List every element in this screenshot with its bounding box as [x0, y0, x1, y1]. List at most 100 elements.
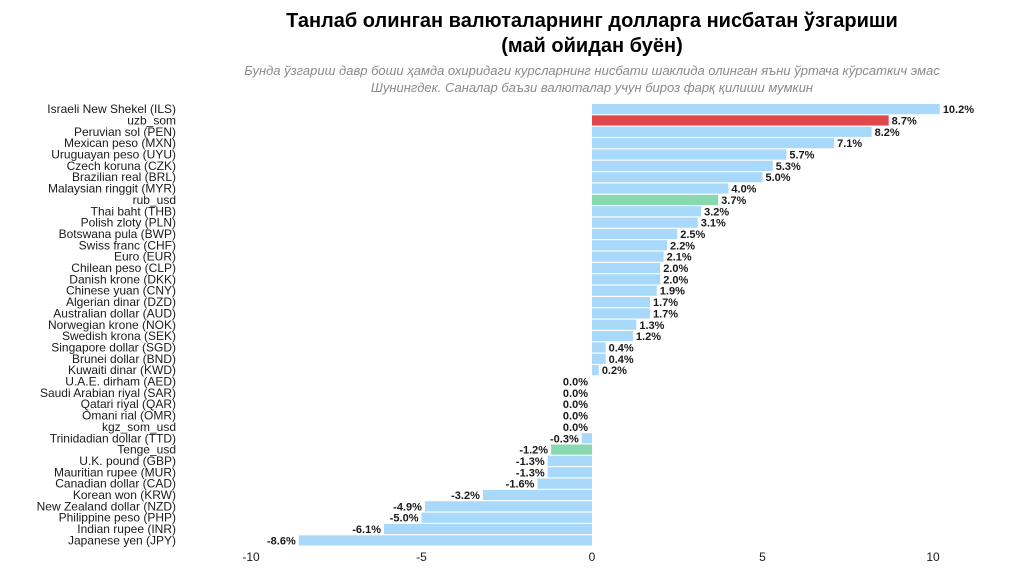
- category-label: Chilean peso (CLP): [71, 261, 176, 275]
- plot-area: Israeli New Shekel (ILS) 10.2% uzb_som 8.7%…: [37, 102, 975, 564]
- category-label: Trinidadian dollar (TTD): [50, 431, 176, 445]
- category-label: Japanese yen (JPY): [68, 533, 176, 547]
- value-label: 5.3%: [776, 161, 801, 173]
- x-tick-label: 5: [759, 550, 766, 564]
- category-label: Danish krone (DKK): [69, 272, 176, 286]
- bar: [592, 308, 650, 319]
- bar: [551, 444, 592, 455]
- bar: [581, 433, 592, 444]
- bar: [592, 160, 773, 171]
- bar: [421, 512, 592, 523]
- value-label: 1.3%: [639, 320, 664, 332]
- chart-title-line-1: Танлаб олинган валюталарнинг долларга ни…: [286, 10, 898, 32]
- bar: [547, 455, 592, 467]
- bar: [592, 172, 763, 183]
- value-label: 10.2%: [943, 104, 974, 116]
- category-label: Malaysian ringgit (MYR): [48, 182, 176, 196]
- value-label: 1.7%: [653, 297, 678, 309]
- category-label: Algerian dinar (DZD): [66, 295, 176, 309]
- x-tick-label: -10: [242, 550, 260, 564]
- category-label: Brazilian real (BRL): [72, 170, 176, 184]
- category-label: Tenge_usd: [117, 443, 176, 457]
- bar: [592, 149, 787, 160]
- bar: [592, 342, 606, 353]
- category-label: rub_usd: [133, 193, 176, 207]
- category-label: Brunei dollar (BND): [72, 352, 176, 366]
- bar: [592, 353, 606, 364]
- bar: [592, 206, 702, 217]
- value-label: 2.2%: [670, 240, 695, 252]
- bar: [592, 285, 657, 296]
- value-label: 0.0%: [563, 388, 588, 400]
- category-label: Swedish krona (SEK): [62, 329, 176, 343]
- x-tick-label: 0: [589, 550, 596, 564]
- value-label: 4.0%: [731, 184, 756, 196]
- category-label: U.K. pound (GBP): [79, 454, 176, 468]
- value-label: 2.0%: [663, 274, 688, 286]
- value-label: -1.3%: [516, 467, 545, 479]
- bar: [537, 478, 592, 489]
- bar: [592, 115, 889, 126]
- bar: [424, 501, 592, 512]
- bar: [592, 331, 633, 342]
- x-tick-label: 10: [926, 550, 940, 564]
- value-label: 1.9%: [660, 286, 685, 298]
- category-label: Mauritian rupee (MUR): [54, 465, 176, 479]
- value-label: 5.7%: [789, 150, 814, 162]
- category-label: Philippine peso (PHP): [59, 511, 176, 525]
- category-label: Czech koruna (CZK): [67, 159, 176, 173]
- category-label: Botswana pula (BWP): [59, 227, 176, 241]
- category-label: Uruguayan peso (UYU): [51, 148, 176, 162]
- category-label: Saudi Arabian riyal (SAR): [40, 386, 176, 400]
- value-label: -6.1%: [352, 524, 381, 536]
- bar: [592, 365, 599, 376]
- category-label: New Zealand dollar (NZD): [37, 499, 176, 513]
- category-label: kgz_som_usd: [102, 420, 176, 434]
- bar: [592, 228, 678, 240]
- value-label: 8.2%: [875, 127, 900, 139]
- bar: [592, 138, 835, 149]
- category-label: Peruvian sol (PEN): [74, 125, 176, 139]
- value-label: 0.0%: [563, 399, 588, 411]
- bar: [592, 194, 719, 205]
- category-label: Chinese yuan (CNY): [66, 284, 176, 298]
- category-label: Singapore dollar (SGD): [51, 340, 176, 354]
- bar: [592, 251, 664, 262]
- value-label: 2.1%: [667, 252, 692, 264]
- value-label: 3.2%: [704, 206, 729, 218]
- value-label: -1.2%: [519, 445, 548, 457]
- chart-title-line-2: (май ойидан буён): [501, 35, 683, 57]
- bar: [592, 262, 661, 274]
- value-label: 0.0%: [563, 422, 588, 434]
- x-tick-label: -5: [416, 550, 427, 564]
- category-label: Israeli New Shekel (ILS): [47, 102, 176, 116]
- value-label: 0.2%: [602, 365, 627, 377]
- category-label: U.A.E. dirham (AED): [65, 375, 176, 389]
- value-label: -3.2%: [451, 490, 480, 502]
- value-label: 1.2%: [636, 331, 661, 343]
- bar: [383, 523, 592, 535]
- value-label: 8.7%: [892, 115, 917, 127]
- category-label: Canadian dollar (CAD): [55, 477, 176, 491]
- value-label: -4.9%: [393, 501, 422, 513]
- bar: [298, 535, 592, 546]
- category-label: Thai baht (THB): [91, 204, 176, 218]
- bar: [592, 240, 668, 251]
- chart-subtitle-line-2: Шунингдек. Саналар баъзи валюталар учун …: [371, 80, 813, 95]
- value-label: -8.6%: [267, 535, 296, 547]
- bar: [482, 489, 592, 501]
- bar: [592, 319, 637, 330]
- value-label: 5.0%: [766, 172, 791, 184]
- category-label: Swiss franc (CHF): [79, 238, 176, 252]
- category-label: Korean won (KRW): [73, 488, 176, 502]
- category-label: Kuwaiti dinar (KWD): [68, 363, 176, 377]
- category-label: Norwegian krone (NOK): [48, 318, 176, 332]
- value-label: -1.6%: [506, 479, 535, 491]
- value-label: 2.5%: [680, 229, 705, 241]
- bar: [592, 217, 698, 228]
- category-label: Euro (EUR): [114, 250, 176, 264]
- bar: [592, 126, 872, 137]
- category-label: Omani rial (OMR): [82, 409, 176, 423]
- bar: [547, 467, 592, 478]
- value-label: 3.7%: [721, 195, 746, 207]
